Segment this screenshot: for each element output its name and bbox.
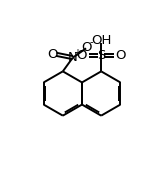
Text: O: O bbox=[47, 48, 57, 61]
Text: O: O bbox=[77, 49, 87, 62]
Text: O: O bbox=[115, 49, 126, 62]
Text: N: N bbox=[68, 51, 78, 64]
Text: O: O bbox=[81, 41, 92, 54]
Text: +: + bbox=[73, 48, 81, 58]
Text: -: - bbox=[89, 37, 93, 47]
Text: S: S bbox=[97, 49, 105, 62]
Text: OH: OH bbox=[91, 34, 111, 47]
